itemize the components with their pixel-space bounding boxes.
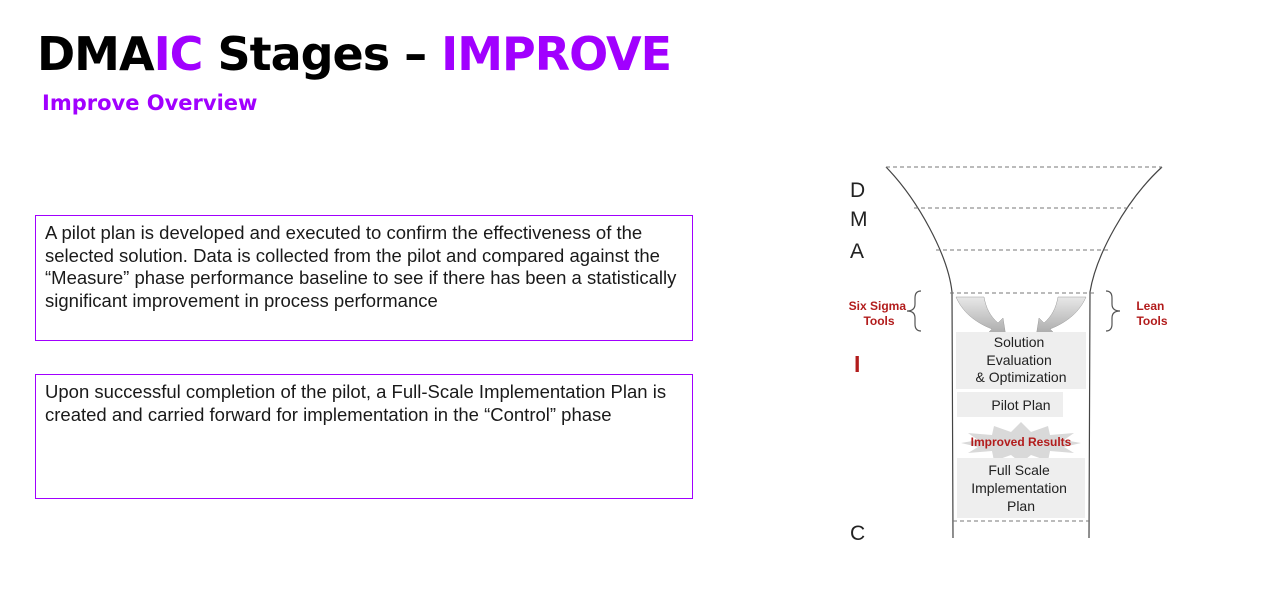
title-part-stages: Stages – bbox=[202, 27, 442, 81]
dmaic-funnel-diagram: D M A I C Six Sigma Tools Lean Tools Sol… bbox=[849, 166, 1168, 545]
full-scale-plan-label: Full Scale Implementation Plan bbox=[971, 462, 1071, 514]
full-scale-plan-box bbox=[957, 458, 1085, 518]
page-subtitle: Improve Overview bbox=[42, 91, 258, 115]
pilot-plan-label: Pilot Plan bbox=[991, 397, 1050, 413]
pilot-plan-description-box: A pilot plan is developed and executed t… bbox=[35, 215, 693, 341]
pilot-plan-box bbox=[957, 392, 1063, 417]
stage-letter-c: C bbox=[850, 522, 865, 545]
right-curved-arrow bbox=[1035, 296, 1087, 338]
funnel-left-wall bbox=[885, 166, 954, 539]
left-curly-brace bbox=[906, 290, 922, 332]
improved-results-burst bbox=[961, 422, 1081, 463]
page-title: DMAIC Stages – IMPROVE bbox=[37, 24, 672, 84]
title-part-dma: DMA bbox=[37, 27, 155, 81]
stage-letter-a: A bbox=[850, 240, 864, 263]
title-highlight-improve: IMPROVE bbox=[441, 27, 672, 81]
left-curved-arrow bbox=[955, 296, 1007, 338]
full-scale-plan-description-box: Upon successful completion of the pilot,… bbox=[35, 374, 693, 499]
improved-results-label: Improved Results bbox=[971, 435, 1072, 449]
solution-box bbox=[956, 332, 1086, 389]
stage-letter-i: I bbox=[854, 351, 860, 377]
lean-tools-label: Lean Tools bbox=[1136, 299, 1168, 328]
stage-letter-d: D bbox=[850, 179, 865, 202]
funnel-right-wall bbox=[1088, 166, 1163, 539]
solution-label: Solution Evaluation & Optimization bbox=[975, 334, 1066, 385]
stage-letter-m: M bbox=[850, 208, 868, 231]
six-sigma-tools-label: Six Sigma Tools bbox=[849, 299, 910, 328]
right-curly-brace bbox=[1105, 290, 1121, 332]
title-highlight-ic: IC bbox=[153, 27, 204, 81]
